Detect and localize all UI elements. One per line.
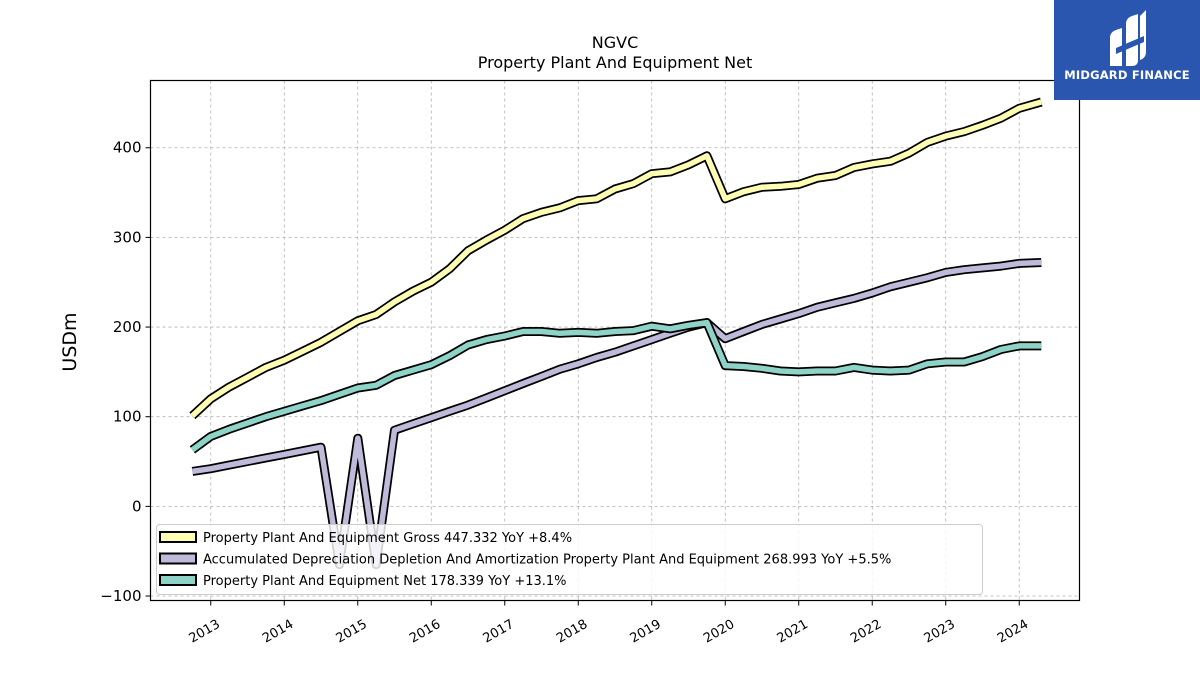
legend-box xyxy=(156,524,983,595)
legend: Property Plant And Equipment Gross 447.3… xyxy=(156,524,983,595)
series-line-3 xyxy=(190,319,1042,453)
y-tick-label: 300 xyxy=(113,228,142,246)
x-tick-label: 2017 xyxy=(481,617,517,647)
logo-text: MIDGARD FINANCE xyxy=(1064,68,1190,82)
grid-lines xyxy=(150,80,1080,601)
chart-title: NGVC xyxy=(591,33,639,52)
x-tick-label: 2018 xyxy=(554,617,590,647)
legend-label: Accumulated Depreciation Depletion And A… xyxy=(203,553,891,568)
series-line-2 xyxy=(192,259,1042,568)
legend-swatch xyxy=(159,552,197,565)
y-axis: −100 0 100 200 300 400 xyxy=(100,139,151,605)
x-tick-label: 2016 xyxy=(407,617,443,647)
legend-label: Property Plant And Equipment Gross 447.3… xyxy=(203,531,572,546)
legend-swatch xyxy=(159,531,197,543)
series-line-1 xyxy=(190,99,1043,418)
y-tick-label: 0 xyxy=(132,497,142,515)
x-tick-label: 2014 xyxy=(260,617,296,647)
x-tick-label: 2019 xyxy=(628,617,664,647)
series-lines xyxy=(189,97,1043,570)
y-tick-label: −100 xyxy=(100,587,141,605)
chart-subtitle: Property Plant And Equipment Net xyxy=(477,53,753,72)
x-tick-label: 2022 xyxy=(848,617,884,647)
midgard-finance-logo: MIDGARD FINANCE xyxy=(1054,0,1200,100)
legend-label: Property Plant And Equipment Net 178.339… xyxy=(203,574,567,589)
x-tick-label: 2020 xyxy=(701,617,737,647)
y-tick-label: 200 xyxy=(113,318,142,336)
x-tick-label: 2013 xyxy=(187,617,223,647)
y-axis-label: USDm xyxy=(59,312,81,371)
x-tick-label: 2015 xyxy=(334,617,370,647)
x-tick-label: 2024 xyxy=(995,617,1031,647)
logo-mark-icon xyxy=(1110,10,1146,66)
x-axis: 2013 2014 2015 2016 2017 2018 2019 2020 2021 2022… xyxy=(187,600,1031,647)
y-tick-label: 100 xyxy=(113,408,142,426)
y-tick-label: 400 xyxy=(113,139,142,157)
series-outline-2 xyxy=(191,258,1042,570)
plot-frame xyxy=(149,79,1081,602)
x-tick-label: 2021 xyxy=(775,617,811,647)
x-tick-label: 2023 xyxy=(922,617,958,647)
legend-swatch xyxy=(159,574,197,586)
